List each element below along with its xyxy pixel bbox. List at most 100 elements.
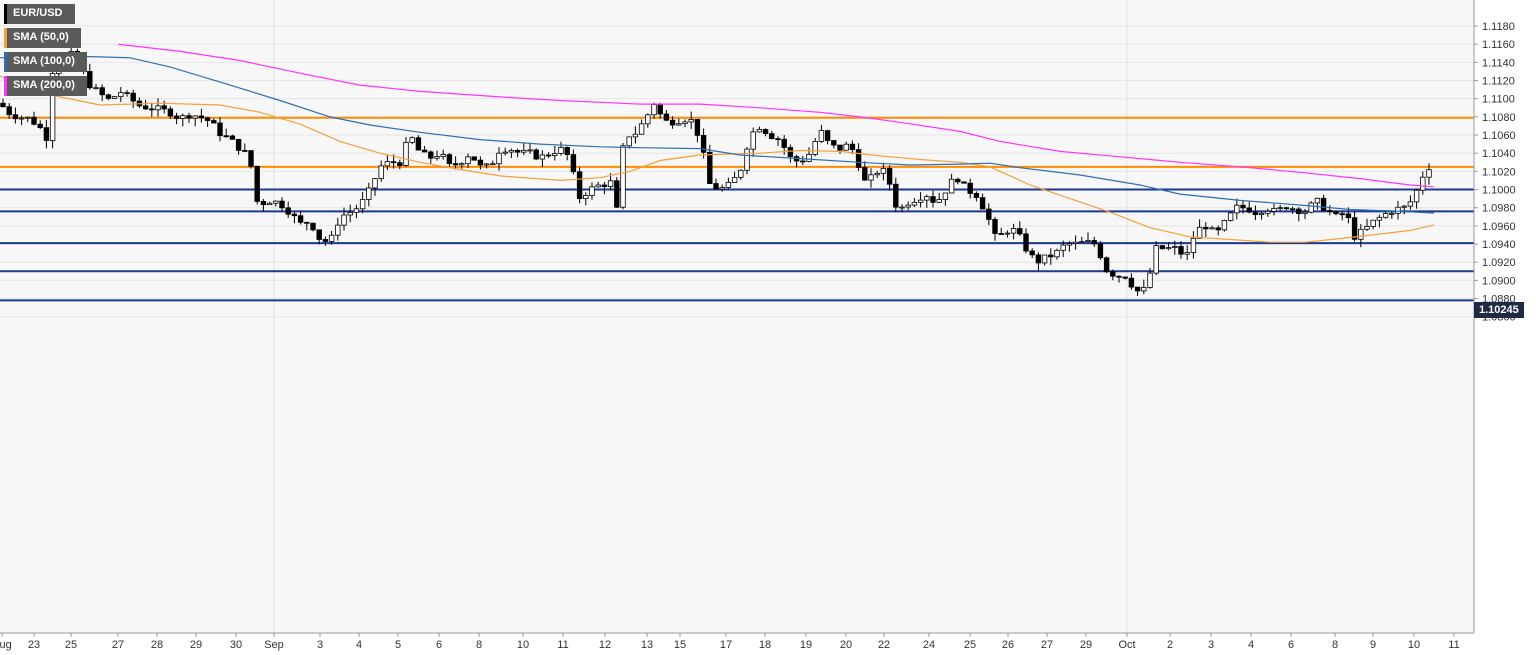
candle-body-down	[930, 196, 936, 203]
candle-body-up	[1314, 197, 1321, 204]
candle-body-down	[669, 119, 676, 126]
sma-200-line	[117, 43, 1435, 188]
candle-body-up	[589, 186, 595, 196]
moving-averages	[0, 43, 1435, 243]
candle-body-up	[372, 178, 378, 189]
candle-body-down	[1283, 207, 1290, 210]
candle-body-down	[198, 115, 205, 119]
legend-item-sma50[interactable]: SMA (50,0)	[4, 28, 81, 48]
candle-body-up	[924, 196, 930, 201]
candle-body-down	[446, 154, 453, 164]
candle-body-up	[1407, 201, 1414, 207]
candle-body-down	[415, 137, 422, 151]
x-tick-label: 18	[759, 639, 771, 651]
candle-body-down	[316, 229, 322, 240]
candle-body-down	[769, 133, 775, 140]
candle-body-down	[291, 213, 298, 217]
y-tick-label: 1.1140	[1482, 57, 1515, 69]
x-tick-label: Oct	[1118, 639, 1135, 651]
y-tick-label: 1.1060	[1482, 130, 1516, 142]
candle-body-down	[824, 130, 831, 141]
candle-body-down	[1035, 254, 1042, 264]
y-tick-label: 1.0980	[1482, 203, 1516, 215]
candle-body-up	[1234, 204, 1240, 214]
candle-body-down	[1339, 213, 1345, 216]
candle-body-down	[0, 102, 6, 108]
candle-body-up	[843, 143, 849, 151]
candle-body-up	[384, 161, 391, 167]
candle-body-up	[812, 141, 818, 155]
x-tick-label: 5	[395, 639, 401, 651]
candle-body-up	[911, 201, 918, 206]
candle-body-up	[1401, 205, 1407, 208]
y-tick-label: 1.0920	[1482, 257, 1516, 269]
candle-body-down	[161, 105, 167, 110]
legend-item-eurusd[interactable]: EUR/USD	[4, 4, 75, 24]
candle-body-down	[564, 147, 570, 155]
candle-body-down	[1327, 210, 1333, 213]
candle-body-down	[1289, 208, 1296, 211]
x-tick-label: 8	[476, 639, 482, 651]
candle-body-up	[403, 141, 409, 166]
candle-body-up	[1147, 272, 1153, 288]
candle-body-up	[1190, 237, 1197, 253]
sma-100-line	[0, 55, 1435, 214]
candle-body-up	[1184, 252, 1190, 255]
candle-body-down	[545, 154, 552, 157]
x-tick-label: 22	[878, 639, 890, 651]
candle-body-up	[490, 163, 496, 166]
candle-body-down	[533, 149, 539, 160]
candle-body-down	[973, 193, 980, 198]
candle-body-up	[1382, 213, 1389, 218]
x-axis-ticks: Aug232527282930Sep3456810111213151718192…	[0, 633, 1460, 651]
candle-body-down	[986, 208, 992, 220]
candle-body-up	[353, 208, 360, 213]
candle-body-up	[1209, 227, 1215, 230]
candle-body-up	[682, 121, 688, 125]
candle-body-down	[31, 116, 37, 125]
y-tick-label: 1.1080	[1482, 112, 1516, 124]
legend-swatch	[4, 4, 7, 24]
legend-item-sma200[interactable]: SMA (200,0)	[4, 76, 87, 96]
candle-body-up	[1426, 169, 1432, 178]
candle-body-down	[1345, 213, 1352, 219]
candle-body-up	[632, 133, 639, 138]
candle-body-down	[6, 106, 12, 116]
candle-body-up	[905, 204, 911, 208]
y-tick-label: 1.1180	[1482, 21, 1515, 33]
x-tick-label: 25	[964, 639, 976, 651]
candle-body-up	[328, 234, 335, 242]
candle-body-down	[713, 183, 719, 190]
candle-body-down	[43, 127, 50, 141]
candle-body-up	[483, 163, 490, 166]
candle-body-down	[1017, 228, 1023, 235]
candle-body-down	[1240, 204, 1246, 209]
candle-body-down	[992, 219, 998, 234]
candle-body-up	[1054, 249, 1060, 258]
x-tick-label: 29	[1080, 639, 1092, 651]
candle-body-down	[781, 138, 787, 148]
candle-body-down	[142, 105, 149, 110]
candle-body-down	[514, 150, 521, 153]
y-tick-label: 1.1100	[1482, 94, 1515, 106]
candle-body-down	[707, 151, 713, 184]
candle-body-down	[1333, 211, 1339, 215]
horizontal-levels	[0, 116, 1474, 302]
candle-body-down	[223, 135, 229, 138]
legend-swatch	[4, 76, 7, 96]
candle-body-up	[620, 145, 626, 208]
candle-body-down	[211, 120, 217, 124]
candle-body-up	[366, 187, 372, 200]
candle-body-up	[508, 150, 515, 153]
candle-body-down	[955, 178, 961, 183]
candle-body-up	[49, 73, 56, 141]
candle-body-up	[1165, 247, 1172, 250]
candle-body-down	[12, 114, 19, 120]
legend-item-sma100[interactable]: SMA (100,0)	[4, 52, 87, 72]
candle-body-down	[217, 122, 223, 137]
candle-body-down	[235, 138, 242, 151]
candle-body-up	[18, 117, 25, 120]
y-tick-label: 1.1020	[1482, 166, 1516, 178]
x-tick-label: 24	[923, 639, 935, 651]
